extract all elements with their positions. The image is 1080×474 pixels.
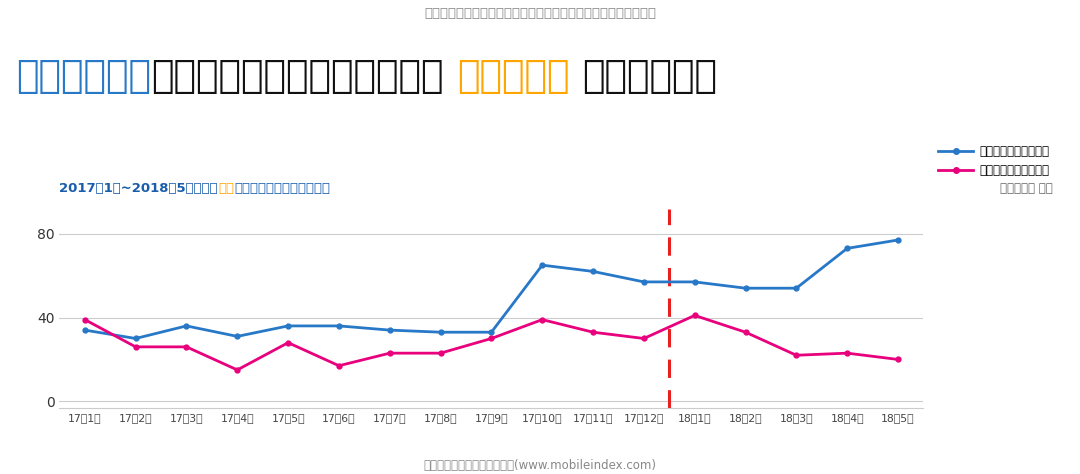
Text: 「日本ゲーム: 「日本ゲーム [16, 59, 151, 95]
Text: モバイルゲームの月別売上: モバイルゲームの月別売上 [234, 182, 330, 195]
Legend: 中国ゲームの日本売上, 日本ゲームの中国売上: 中国ゲームの日本売上, 日本ゲームの中国売上 [937, 145, 1050, 177]
Text: 持続的成長」: 持続的成長」 [582, 59, 717, 95]
Text: 資料：モバイルインデックス(www.mobileindex.com): 資料：モバイルインデックス(www.mobileindex.com) [423, 459, 657, 472]
Text: 2017年1月~2018年5月日本、: 2017年1月~2018年5月日本、 [59, 182, 218, 195]
Text: 日本に進出した中国ゲーム、中国に進出うした日本ゲームの現況: 日本に進出した中国ゲーム、中国に進出うした日本ゲームの現況 [424, 7, 656, 20]
Text: （単位：億 円）: （単位：億 円） [1000, 182, 1053, 194]
Text: 中国ゲーム: 中国ゲーム [457, 59, 569, 95]
Text: 中国: 中国 [218, 182, 234, 195]
Text: は月別売上増減を繰り返す、: は月別売上増減を繰り返す、 [151, 59, 444, 95]
